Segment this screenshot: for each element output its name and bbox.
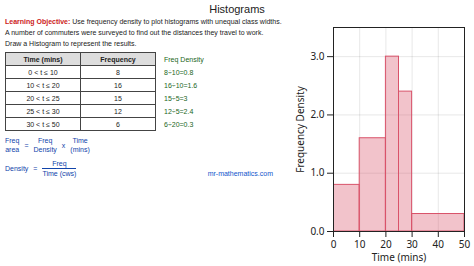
svg-text:3.0: 3.0: [310, 49, 324, 63]
html-text:Freq: Freq: [38, 137, 53, 144]
html-text:area: area: [5, 146, 20, 153]
html-text:12: 12: [114, 107, 122, 115]
svg-text:Time (mins): Time (mins): [372, 250, 427, 264]
html-text:8: 8: [116, 68, 120, 76]
html-text:Density: Density: [5, 165, 29, 172]
html-text:6: 6: [116, 120, 120, 128]
svg-text:50: 50: [459, 237, 471, 251]
html-text:Histograms: Histograms: [209, 3, 265, 15]
html-text:15÷5=3: 15÷5=3: [164, 94, 188, 102]
html-text:Draw a Histogram to represent: Draw a Histogram to represent the result…: [5, 40, 137, 47]
html-text:Time (cws): Time (cws): [42, 170, 77, 177]
html-text:16: 16: [114, 81, 122, 89]
html-text:mr-mathematics.com: mr-mathematics.com: [207, 170, 273, 177]
html-text:20 < t ≤ 25: 20 < t ≤ 25: [26, 94, 60, 102]
html-text:16÷10=1.6: 16÷10=1.6: [164, 81, 198, 89]
html-text:0 < t ≤ 10: 0 < t ≤ 10: [28, 68, 58, 76]
svg-text:10: 10: [354, 237, 366, 251]
svg-text:30: 30: [406, 237, 418, 251]
html-text:30 < t ≤ 50: 30 < t ≤ 50: [26, 120, 60, 128]
svg-text:40: 40: [433, 237, 445, 251]
html-text:x: x: [61, 141, 66, 149]
html-text:Learning Objective: Use freque: Learning Objective: Use frequency densit…: [5, 18, 282, 25]
html-text:Density: Density: [33, 146, 57, 153]
html-text:Time: Time: [72, 137, 88, 144]
svg-text:0.0: 0.0: [310, 224, 324, 238]
svg-text:0: 0: [331, 237, 337, 251]
svg-text:Frequency Density: Frequency Density: [293, 85, 307, 173]
html-text:15: 15: [114, 94, 122, 102]
html-text:A number of commuters were sur: A number of commuters were surveyed to f…: [5, 29, 264, 36]
html-text:25 < t ≤ 30: 25 < t ≤ 30: [26, 107, 60, 115]
html-text:6÷20=0.3: 6÷20=0.3: [164, 120, 194, 128]
svg-text:1.0: 1.0: [310, 165, 324, 179]
html-text:(mins): (mins): [70, 146, 90, 153]
svg-text:20: 20: [380, 237, 392, 251]
html-text:12÷5=2.4: 12÷5=2.4: [164, 107, 194, 115]
html-text:Freq Density: Freq Density: [164, 55, 204, 63]
html-text:Time (mins): Time (mins): [23, 55, 63, 63]
html-text:10 < t ≤ 20: 10 < t ≤ 20: [26, 81, 60, 89]
html-text:Freq: Freq: [52, 160, 67, 167]
html-text:Frequency: Frequency: [100, 55, 136, 63]
html-text:Freq: Freq: [5, 137, 20, 144]
html-text:8÷10=0.8: 8÷10=0.8: [164, 68, 194, 76]
svg-text:2.0: 2.0: [310, 107, 324, 121]
